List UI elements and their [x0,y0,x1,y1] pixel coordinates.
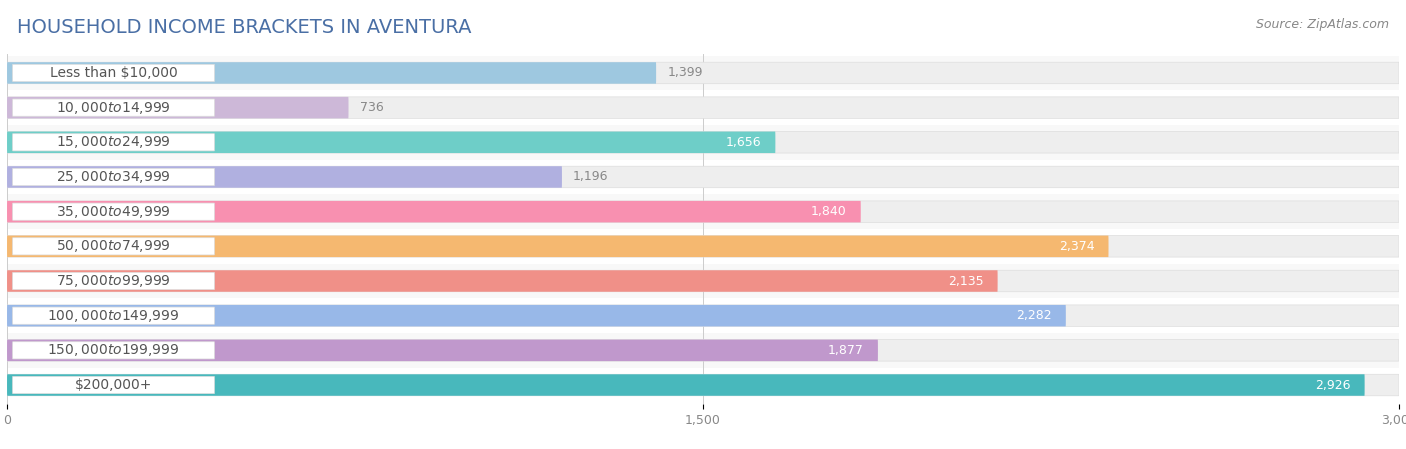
Text: 2,135: 2,135 [948,274,984,287]
FancyBboxPatch shape [13,134,215,151]
FancyBboxPatch shape [7,166,1399,188]
FancyBboxPatch shape [7,339,877,361]
Text: HOUSEHOLD INCOME BRACKETS IN AVENTURA: HOUSEHOLD INCOME BRACKETS IN AVENTURA [17,18,471,37]
FancyBboxPatch shape [7,132,775,153]
FancyBboxPatch shape [7,62,1399,84]
Text: 1,196: 1,196 [574,171,609,184]
FancyBboxPatch shape [7,97,1399,119]
FancyBboxPatch shape [13,64,215,82]
FancyBboxPatch shape [7,97,349,119]
FancyBboxPatch shape [13,273,215,290]
Text: $50,000 to $74,999: $50,000 to $74,999 [56,238,172,254]
Text: $10,000 to $14,999: $10,000 to $14,999 [56,100,172,116]
Text: 1,656: 1,656 [725,136,762,149]
FancyBboxPatch shape [7,270,998,292]
Text: 1,840: 1,840 [811,205,846,218]
Text: $150,000 to $199,999: $150,000 to $199,999 [48,342,180,358]
Text: 2,374: 2,374 [1059,240,1095,253]
FancyBboxPatch shape [7,368,1399,402]
FancyBboxPatch shape [7,160,1399,194]
Text: $35,000 to $49,999: $35,000 to $49,999 [56,204,172,220]
FancyBboxPatch shape [7,62,657,84]
FancyBboxPatch shape [7,236,1108,257]
FancyBboxPatch shape [7,270,1399,292]
FancyBboxPatch shape [7,305,1066,326]
FancyBboxPatch shape [7,374,1399,396]
FancyBboxPatch shape [7,201,1399,222]
FancyBboxPatch shape [13,168,215,185]
FancyBboxPatch shape [13,376,215,394]
FancyBboxPatch shape [7,201,860,222]
FancyBboxPatch shape [7,333,1399,368]
FancyBboxPatch shape [13,203,215,220]
FancyBboxPatch shape [7,305,1399,326]
Text: $25,000 to $34,999: $25,000 to $34,999 [56,169,172,185]
FancyBboxPatch shape [13,99,215,116]
Text: 1,399: 1,399 [668,66,703,79]
FancyBboxPatch shape [7,229,1399,264]
FancyBboxPatch shape [7,166,562,188]
FancyBboxPatch shape [7,90,1399,125]
FancyBboxPatch shape [13,307,215,324]
Text: $75,000 to $99,999: $75,000 to $99,999 [56,273,172,289]
FancyBboxPatch shape [7,132,1399,153]
Text: Source: ZipAtlas.com: Source: ZipAtlas.com [1256,18,1389,31]
Text: 1,877: 1,877 [828,344,865,357]
FancyBboxPatch shape [7,339,1399,361]
FancyBboxPatch shape [7,264,1399,298]
Text: 736: 736 [360,101,384,114]
Text: 2,926: 2,926 [1315,379,1351,392]
FancyBboxPatch shape [7,298,1399,333]
FancyBboxPatch shape [7,236,1399,257]
FancyBboxPatch shape [7,374,1365,396]
Text: Less than $10,000: Less than $10,000 [49,66,177,80]
Text: 2,282: 2,282 [1017,309,1052,322]
FancyBboxPatch shape [7,125,1399,160]
Text: $200,000+: $200,000+ [75,378,152,392]
Text: $100,000 to $149,999: $100,000 to $149,999 [48,308,180,324]
FancyBboxPatch shape [7,194,1399,229]
FancyBboxPatch shape [7,56,1399,90]
FancyBboxPatch shape [13,342,215,359]
Text: $15,000 to $24,999: $15,000 to $24,999 [56,134,172,150]
FancyBboxPatch shape [13,238,215,255]
